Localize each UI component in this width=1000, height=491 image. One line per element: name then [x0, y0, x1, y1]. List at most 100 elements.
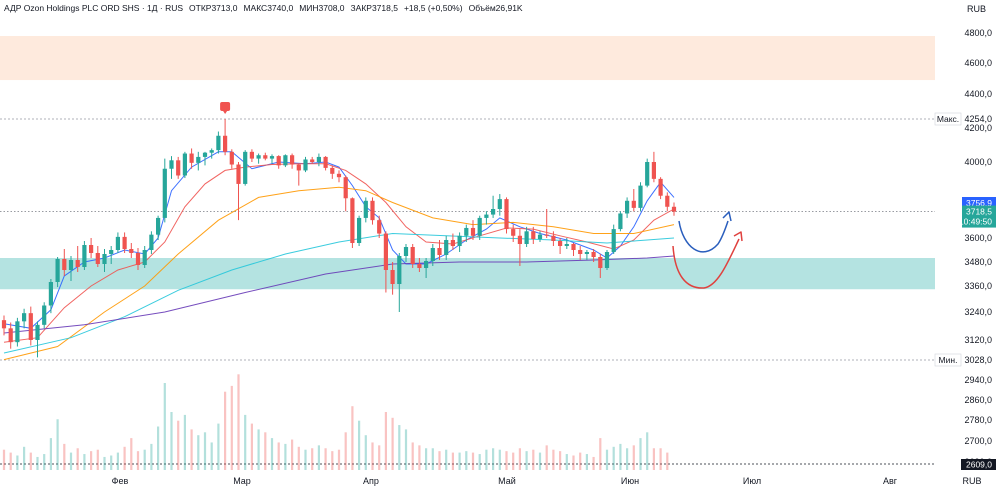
volume-bar — [431, 448, 434, 470]
volume-bar — [230, 385, 233, 470]
max-label: Макс. — [937, 114, 959, 124]
candle-body — [310, 159, 315, 162]
candle — [625, 197, 630, 218]
candle — [283, 154, 288, 168]
volume-bar — [619, 443, 622, 470]
candle — [142, 246, 147, 268]
candle-body — [350, 198, 355, 243]
candle — [336, 170, 342, 183]
volume-bar — [425, 448, 428, 470]
volume-bar — [331, 451, 334, 470]
volume-bar — [438, 451, 441, 470]
candle — [464, 224, 469, 242]
price-tick-label: 3120,0 — [964, 335, 992, 345]
volume-bar — [83, 454, 86, 470]
volume-bar — [203, 432, 207, 470]
candle-body — [464, 227, 469, 236]
month-label: Фев — [112, 476, 129, 486]
volume-bar — [632, 445, 635, 470]
volume-bar — [317, 445, 320, 470]
volume-bar — [291, 439, 294, 470]
candle — [558, 238, 563, 254]
price-tick-label: 4800,0 — [964, 28, 992, 38]
resistance-zone — [0, 36, 935, 81]
candle-body — [658, 178, 663, 196]
volume-bar — [297, 446, 300, 470]
volume-bar — [9, 452, 12, 470]
candle — [651, 151, 656, 183]
candle-body — [584, 252, 589, 254]
candle-body — [142, 250, 147, 265]
candle — [75, 246, 80, 272]
candle-body — [665, 195, 670, 207]
candle-body — [243, 151, 248, 184]
volume-layer — [2, 374, 669, 470]
candle-body — [1, 320, 7, 329]
volume-bar — [485, 449, 488, 470]
candle — [598, 254, 603, 278]
max-label-box — [934, 112, 962, 126]
candle — [517, 229, 522, 266]
candle — [202, 151, 208, 166]
volume-bar — [505, 451, 508, 470]
candle — [229, 149, 234, 169]
candle-body — [256, 155, 261, 159]
annotations-layer — [220, 102, 743, 289]
volume-bar — [545, 445, 548, 470]
volume-bar — [157, 426, 160, 470]
volume-bar — [659, 448, 662, 470]
volume-bar — [143, 449, 146, 470]
candle — [269, 154, 275, 164]
candle-body — [316, 156, 321, 162]
candle-body — [236, 164, 241, 184]
candle-body — [537, 234, 543, 239]
candle — [156, 215, 161, 240]
candle-body — [470, 227, 476, 236]
candle-body — [216, 135, 221, 151]
price-tick-label: 3360,0 — [964, 281, 992, 291]
price-tick-label: 3240,0 — [964, 307, 992, 317]
candle-body — [437, 248, 442, 255]
event-marker-pointer — [223, 111, 228, 114]
candle — [604, 250, 610, 270]
candle-body — [390, 270, 395, 284]
symbol-title[interactable]: АДР Ozon Holdings PLC ORD SHS · 1Д · RUS — [4, 3, 184, 13]
candle — [189, 148, 194, 169]
volume-bar — [210, 442, 213, 470]
candle — [8, 322, 13, 349]
volume-bar — [384, 412, 387, 470]
candle — [263, 152, 268, 161]
candle — [109, 246, 114, 264]
volume-bar — [404, 429, 408, 470]
candle — [330, 165, 335, 179]
candle-body — [330, 167, 335, 174]
candle-body — [283, 155, 288, 166]
candle-body — [651, 162, 656, 179]
volume-bar — [69, 452, 73, 470]
candle-body — [450, 240, 455, 246]
candle — [243, 150, 248, 186]
volume-bar — [478, 454, 481, 470]
volume-bar — [666, 452, 669, 470]
currency-label[interactable]: RUB — [966, 4, 986, 14]
last-price-value: 3718,5 — [966, 207, 992, 217]
volume-bar — [237, 374, 240, 470]
candle-body — [504, 199, 509, 230]
candle — [410, 244, 415, 268]
candle — [15, 317, 20, 347]
candle-body — [249, 151, 254, 159]
candle-body — [397, 256, 402, 284]
volume-bar — [197, 435, 200, 470]
candle-body — [109, 250, 114, 254]
month-label: Июн — [621, 476, 639, 486]
candle-body — [62, 259, 67, 270]
min-label-box — [934, 353, 962, 367]
month-label: Авг — [883, 476, 898, 486]
candle-body — [22, 313, 27, 322]
volume-bar — [2, 449, 6, 470]
countdown-value: 10:49:50 — [959, 217, 992, 227]
candle — [115, 232, 120, 253]
candle — [236, 162, 241, 221]
candle-body — [28, 313, 33, 340]
